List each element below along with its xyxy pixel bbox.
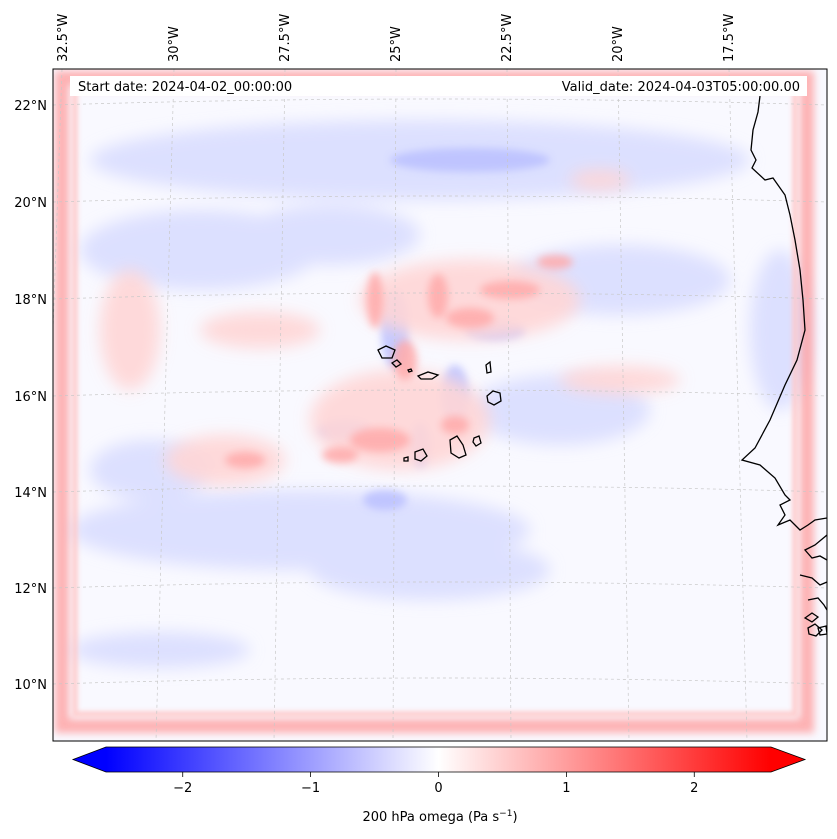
island-sao-nicolau [416,371,440,380]
valid-date-text: Valid_date: 2024-04-03T05:00:00.00 [562,80,800,95]
lat-label: 10°N [14,678,47,693]
colorbar-tick-labels: −2 −1 0 1 2 [173,781,698,796]
gridline-27-5w [273,69,286,741]
coastline-africa [740,95,827,637]
map-panel [53,69,827,741]
colorbar-tick-label: −1 [301,781,320,796]
colorbar-tick-label: 2 [690,781,698,796]
gridline-30w [155,69,175,741]
gridline-18n [53,292,827,300]
lon-label: 27.5°W [278,14,293,62]
colorbar-fill [106,747,771,772]
island-brava [403,456,409,462]
colorbar-label-exponent: −1 [499,809,512,819]
colorbar-label: 200 hPa omega (Pa s−1) [362,809,517,825]
colorbar-tick-label: −2 [173,781,192,796]
coastline-cabo-verde [377,345,502,462]
colorbar: −2 −1 0 1 2 200 hPa omega (Pa s−1) [71,746,807,825]
gridline-14n [53,485,827,493]
lon-label: 30°W [167,26,182,62]
longitude-labels: 32.5°W 30°W 27.5°W 25°W 22.5°W 20°W 17.5… [56,14,737,62]
colorbar-ticks [182,772,695,777]
gridline-25w [392,69,397,741]
lat-label: 16°N [14,390,47,405]
lon-label: 22.5°W [500,14,515,62]
gridline-20n [53,195,827,203]
start-date-text: Start date: 2024-04-02_00:00:00 [78,80,292,95]
gridlines [53,69,827,741]
gridline-20w [617,69,630,741]
gridline-22-5w [506,69,512,741]
island-santiago [449,435,467,459]
lon-label: 32.5°W [56,14,71,62]
lat-label: 12°N [14,582,47,597]
gridline-10n [53,677,827,685]
colorbar-max-extend [771,747,805,772]
island-fogo [414,448,428,462]
island-santo-antao [377,345,396,359]
colorbar-label-main: 200 hPa omega (Pa s [362,810,499,825]
island-santa-luzia [407,368,413,373]
colorbar-tick-label: 0 [434,781,442,796]
omega-positive-regions [100,170,680,485]
colorbar-label-close: ) [512,810,517,825]
gridline-16n [53,389,827,397]
island-maio [472,435,482,447]
gridline-12n [53,581,827,589]
colorbar-outline [71,746,807,773]
map-frame [52,68,828,742]
lon-label: 20°W [611,26,626,62]
lat-label: 20°N [14,196,47,211]
lon-label: 25°W [389,26,404,62]
island-sao-vicente [390,359,403,368]
island-boa-vista [486,390,502,406]
lon-label: 17.5°W [722,14,737,62]
latitude-labels: 22°N 20°N 18°N 16°N 14°N 12°N 10°N [14,99,47,693]
colorbar-tick-label: 1 [562,781,570,796]
lat-label: 18°N [14,293,47,308]
lat-label: 22°N [14,99,47,114]
gridline-22n [53,98,827,106]
omega-positive-cores [225,255,573,468]
colorbar-min-extend [73,747,106,772]
lat-label: 14°N [14,486,47,501]
date-info-box [70,76,807,96]
gridline-17-5w [728,69,748,741]
island-sal [485,360,492,374]
